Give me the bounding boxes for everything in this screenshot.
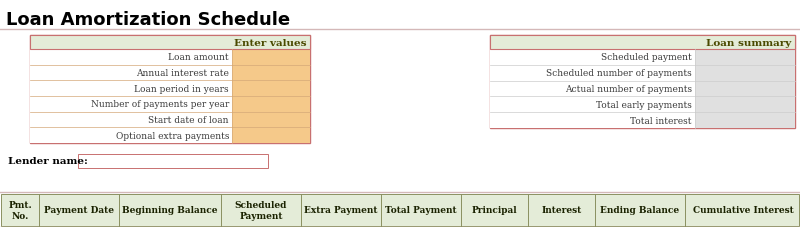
Text: Payment Date: Payment Date <box>44 206 114 215</box>
Text: Total interest: Total interest <box>630 116 692 125</box>
Text: Loan amount: Loan amount <box>168 53 229 62</box>
Text: Beginning Balance: Beginning Balance <box>122 206 218 215</box>
Bar <box>695 66 795 81</box>
Text: Lender name:: Lender name: <box>8 157 88 166</box>
Bar <box>1 194 799 226</box>
Bar <box>695 113 795 128</box>
Bar <box>30 112 232 128</box>
Bar <box>490 66 695 81</box>
Text: Enter values: Enter values <box>234 38 306 47</box>
Bar <box>30 128 232 143</box>
Text: Annual interest rate: Annual interest rate <box>136 69 229 78</box>
Bar <box>490 36 795 50</box>
Text: Loan period in years: Loan period in years <box>134 84 229 93</box>
Text: Loan Amortization Schedule: Loan Amortization Schedule <box>6 11 290 29</box>
Bar <box>30 36 310 143</box>
Bar <box>695 97 795 113</box>
Bar <box>490 113 695 128</box>
Text: Optional extra payments: Optional extra payments <box>115 131 229 140</box>
Bar <box>490 97 695 113</box>
Text: Total early payments: Total early payments <box>596 100 692 109</box>
Text: Pmt.
No.: Pmt. No. <box>8 200 32 220</box>
Bar <box>490 50 695 66</box>
Bar <box>490 36 795 128</box>
Text: Scheduled
Payment: Scheduled Payment <box>235 200 287 220</box>
Bar <box>30 81 232 96</box>
Bar <box>695 81 795 97</box>
Text: Extra Payment: Extra Payment <box>304 206 378 215</box>
Text: Cumulative Interest: Cumulative Interest <box>693 206 794 215</box>
Text: Total Payment: Total Payment <box>385 206 457 215</box>
Text: Principal: Principal <box>472 206 518 215</box>
Bar <box>232 112 310 128</box>
Text: Ending Balance: Ending Balance <box>601 206 679 215</box>
Bar <box>30 50 232 65</box>
Bar <box>232 96 310 112</box>
Bar <box>232 81 310 96</box>
Bar <box>695 50 795 66</box>
Bar <box>490 81 695 97</box>
Text: Start date of loan: Start date of loan <box>149 116 229 124</box>
Bar <box>30 96 232 112</box>
Bar <box>232 128 310 143</box>
Text: Actual number of payments: Actual number of payments <box>565 85 692 94</box>
Text: Scheduled payment: Scheduled payment <box>602 53 692 62</box>
Bar <box>30 65 232 81</box>
Text: Number of payments per year: Number of payments per year <box>90 100 229 109</box>
Bar <box>78 154 268 168</box>
Text: Scheduled number of payments: Scheduled number of payments <box>546 69 692 78</box>
Text: Loan summary: Loan summary <box>706 38 791 47</box>
Bar <box>232 50 310 65</box>
Bar <box>232 65 310 81</box>
Text: Interest: Interest <box>542 206 582 215</box>
Bar <box>30 36 310 50</box>
